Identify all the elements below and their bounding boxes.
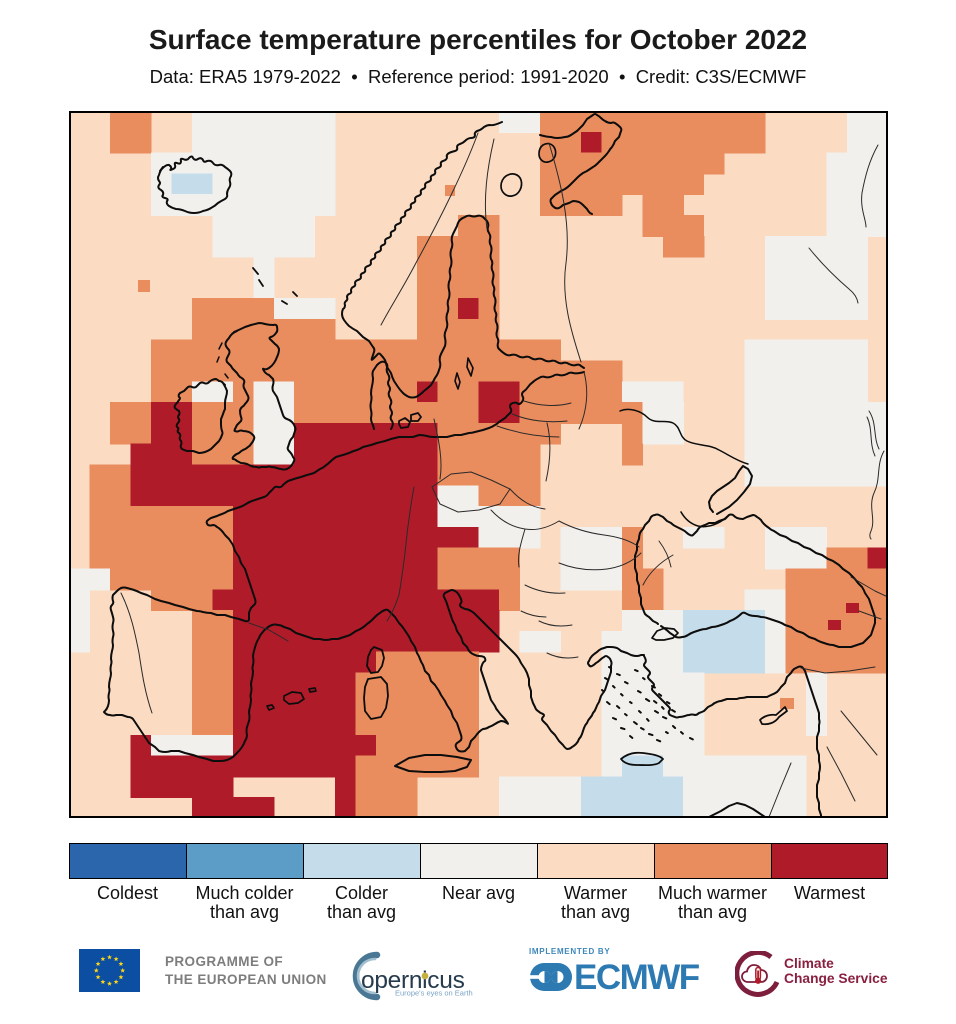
svg-text:opernicus: opernicus [361, 967, 465, 994]
svg-text:Europe's eyes on Earth: Europe's eyes on Earth [395, 989, 473, 998]
